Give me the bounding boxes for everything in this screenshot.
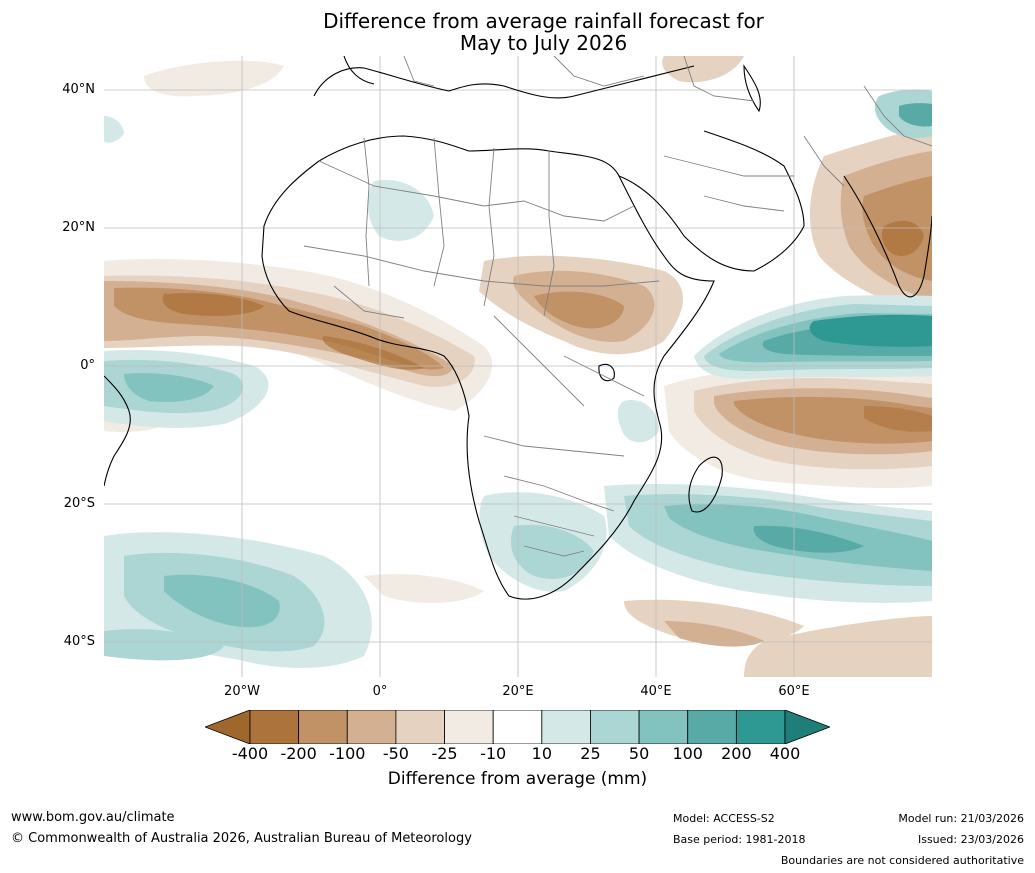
lat-label-20s: 20°S	[63, 496, 95, 511]
colorbar-segment	[249, 710, 300, 744]
footer-base-period: Base period: 1981-2018	[673, 833, 806, 846]
colorbar-tick-label: 200	[721, 744, 752, 763]
footer-issued: Issued: 23/03/2026	[917, 833, 1024, 846]
colorbar-tick-label: -10	[480, 744, 507, 763]
lat-label-40n: 40°N	[62, 82, 95, 97]
colorbar-tick-label: 400	[769, 744, 801, 763]
lat-label-20n: 20°N	[62, 220, 95, 235]
coastlines	[104, 56, 932, 600]
lat-label-40s: 40°S	[63, 634, 95, 649]
colorbar-tick-label: -50	[382, 744, 409, 763]
lon-label-40e: 40°E	[640, 684, 672, 699]
colorbar-extend-high	[784, 710, 830, 744]
footer-disclaimer: Boundaries are not considered authoritat…	[780, 854, 1024, 867]
country-borders	[303, 56, 932, 557]
colorbar-tick-label: -400	[231, 744, 269, 763]
lat-label-equator: 0°	[80, 358, 95, 373]
colorbar-tick-label: -200	[280, 744, 317, 763]
colorbar-segment	[444, 710, 494, 744]
colorbar-segment	[395, 710, 445, 744]
graticule	[104, 56, 932, 677]
footer-model-run: Model run: 21/03/2026	[898, 812, 1024, 825]
colorbar-segment	[735, 710, 786, 744]
colorbar-segment	[492, 710, 543, 744]
footer-copyright: © Commonwealth of Australia 2026, Austra…	[11, 831, 472, 846]
lon-label-20e: 20°E	[502, 684, 534, 699]
title-line-2: May to July 2026	[459, 31, 628, 55]
colorbar	[205, 710, 830, 744]
colorbar-tick-label: 10	[531, 744, 552, 763]
colorbar-segment	[346, 710, 397, 744]
colorbar-label: Difference from average (mm)	[387, 769, 648, 789]
title-line-1: Difference from average rainfall forecas…	[323, 9, 764, 33]
colorbar-tick-label: -100	[329, 744, 366, 763]
colorbar-segment	[541, 710, 591, 744]
footer-model: Model: ACCESS-S2	[673, 812, 775, 825]
lon-label-20w: 20°W	[224, 684, 260, 699]
lon-label-60e: 60°E	[778, 684, 810, 699]
lon-label-0: 0°	[372, 684, 388, 699]
colorbar-segment	[298, 710, 348, 744]
rainfall-map	[104, 56, 932, 677]
colorbar-tick-label: 50	[628, 744, 650, 763]
wet-anomaly-areas	[104, 89, 932, 668]
map-svg	[104, 56, 932, 677]
map-title: Difference from average rainfall forecas…	[0, 10, 1035, 54]
colorbar-tick-label: 25	[580, 744, 601, 763]
colorbar-tick-label: 100	[672, 744, 703, 763]
colorbar-tick-label: -25	[431, 744, 458, 763]
colorbar-segment	[638, 710, 689, 744]
colorbar-segment	[687, 710, 737, 744]
colorbar-segment	[590, 710, 640, 744]
colorbar-extend-low	[205, 710, 251, 744]
footer-website[interactable]: www.bom.gov.au/climate	[11, 810, 175, 825]
